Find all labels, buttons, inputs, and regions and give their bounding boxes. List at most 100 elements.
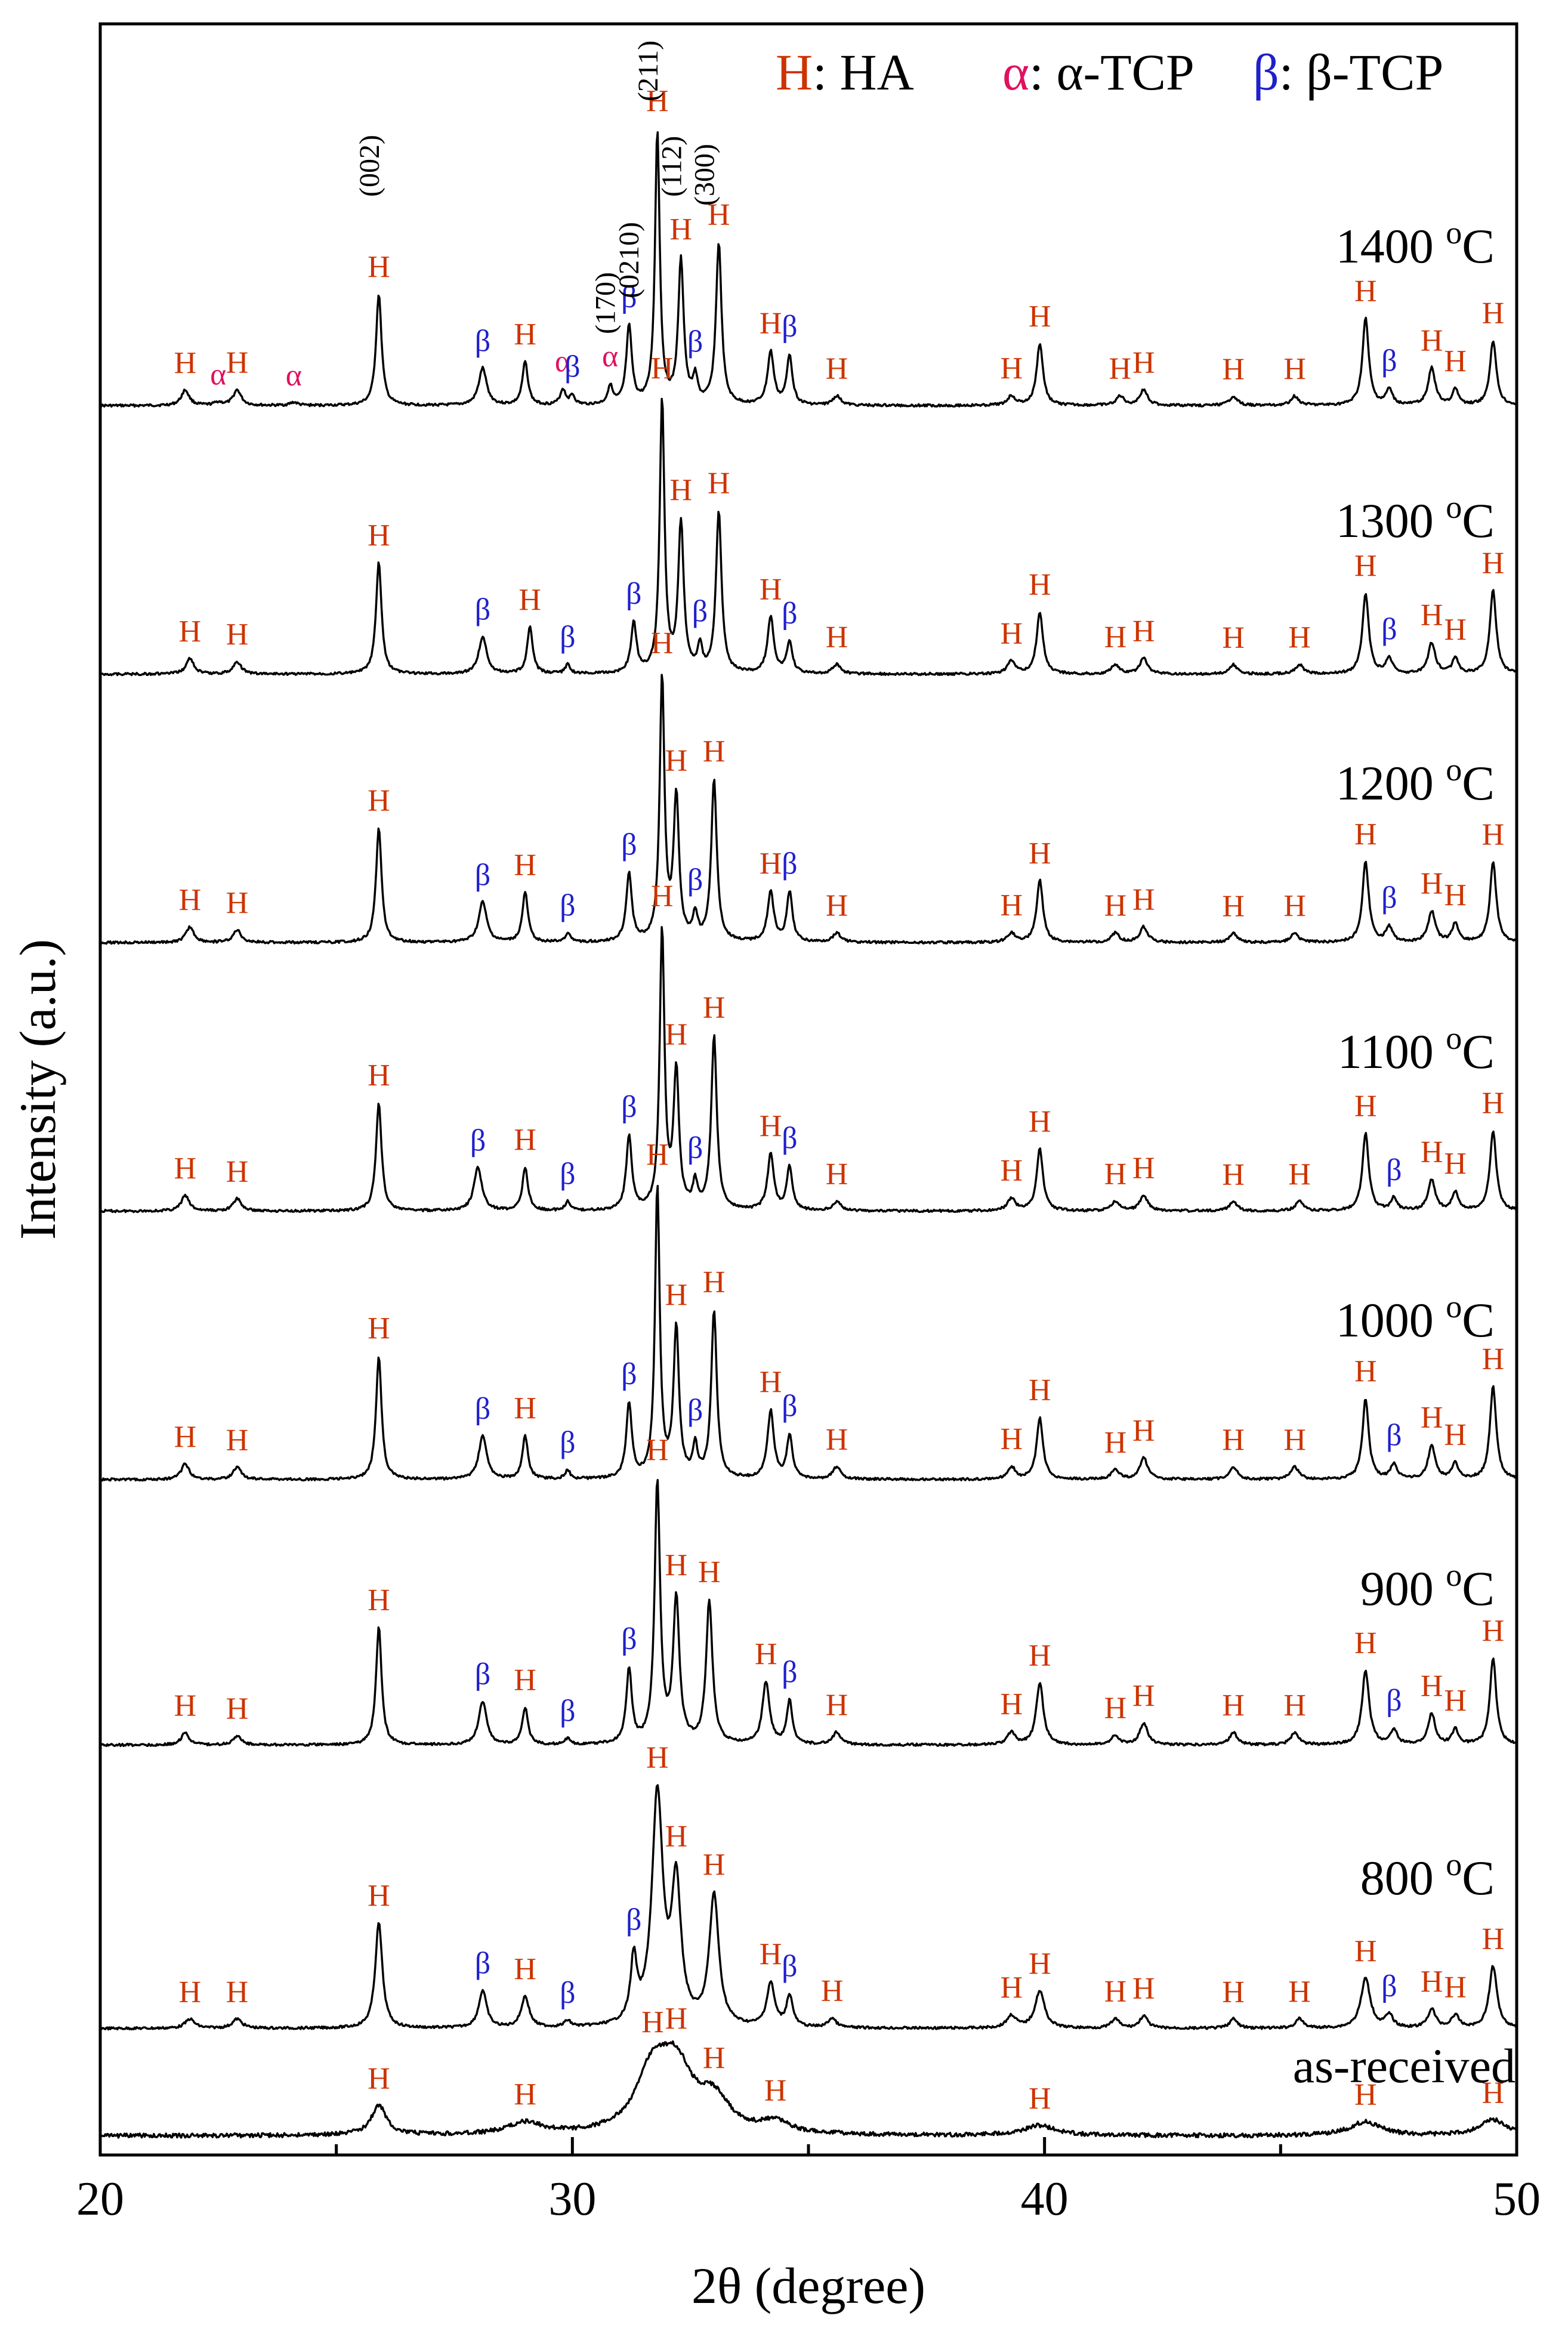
peak-marker: H bbox=[1283, 1688, 1306, 1722]
peak-marker: α bbox=[286, 359, 302, 393]
peak-marker: H bbox=[703, 2042, 726, 2076]
peak-marker: H bbox=[1132, 615, 1155, 649]
peak-marker: β bbox=[692, 595, 708, 629]
peak-marker: β bbox=[687, 325, 703, 359]
peak-marker: H bbox=[1444, 613, 1467, 647]
peak-marker: H bbox=[368, 1312, 390, 1346]
peak-marker: H bbox=[514, 1123, 536, 1157]
peak-marker: H bbox=[1482, 818, 1505, 852]
peak-marker: H bbox=[1222, 1975, 1245, 2009]
peak-marker: β bbox=[475, 593, 490, 627]
peak-marker: β bbox=[621, 828, 637, 862]
peak-marker: H bbox=[1444, 1684, 1467, 1718]
peak-marker: H bbox=[760, 573, 782, 607]
peak-marker: H bbox=[760, 1109, 782, 1143]
peak-marker: H bbox=[826, 1157, 848, 1191]
peak-marker: H bbox=[1132, 1151, 1155, 1185]
peak-marker: β bbox=[621, 1357, 637, 1391]
peak-marker: β bbox=[782, 310, 797, 344]
series-line-5 bbox=[99, 1478, 1518, 1748]
plot-border bbox=[98, 22, 1518, 2157]
peak-marker: β bbox=[621, 280, 637, 314]
series-line-2 bbox=[99, 674, 1517, 945]
peak-marker: H bbox=[760, 1938, 782, 1972]
peak-marker: H bbox=[174, 1689, 197, 1723]
peak-marker: H bbox=[1029, 2082, 1051, 2116]
xrd-traces bbox=[99, 131, 1518, 2139]
peak-marker: H bbox=[1029, 1947, 1051, 1981]
peak-marker: H bbox=[1132, 883, 1155, 917]
hkl-label: (0210) bbox=[613, 222, 645, 298]
peak-marker: β bbox=[475, 1947, 490, 1981]
peak-marker: H bbox=[1482, 297, 1505, 331]
series-label: 1100 oC bbox=[1338, 1020, 1495, 1079]
peak-marker: H bbox=[703, 735, 726, 769]
peak-marker: H bbox=[514, 1392, 536, 1426]
y-axis-title: Intensity (a.u.) bbox=[9, 939, 66, 1240]
peak-marker: H bbox=[708, 467, 730, 501]
peak-marker: H bbox=[1222, 1158, 1245, 1192]
peak-marker: H bbox=[518, 583, 541, 618]
peak-marker: H bbox=[764, 2074, 787, 2108]
peak-marker: β bbox=[1381, 613, 1397, 647]
peak-marker: H bbox=[1029, 568, 1051, 602]
peak-marker: H bbox=[1444, 1971, 1467, 2005]
peak-marker: H bbox=[1132, 1414, 1155, 1448]
peak-marker: β bbox=[782, 1121, 797, 1155]
peak-marker: H bbox=[1001, 1422, 1023, 1456]
peak-marker: H bbox=[821, 1974, 844, 2008]
peak-marker: β bbox=[560, 888, 575, 922]
peak-marker: H bbox=[665, 744, 688, 778]
peak-marker: H bbox=[698, 1555, 721, 1589]
peak-marker: H bbox=[665, 1820, 688, 1854]
peak-marker: β bbox=[621, 1090, 637, 1124]
peak-marker: β bbox=[782, 1950, 797, 1984]
legend: H: HA α: α-TCP β: β-TCP bbox=[776, 44, 1443, 101]
peak-marker: β bbox=[782, 597, 797, 631]
peak-marker: H bbox=[174, 1421, 197, 1455]
peak-marker: H bbox=[1421, 867, 1443, 901]
peak-marker: H bbox=[1482, 1922, 1505, 1956]
x-tick-label: 40 bbox=[1021, 2173, 1069, 2225]
peak-marker: H bbox=[1132, 1972, 1155, 2006]
peak-marker: H bbox=[1482, 1342, 1505, 1376]
peak-marker: H bbox=[760, 1366, 782, 1400]
peak-marker: H bbox=[1421, 1965, 1443, 1999]
peak-marker: β bbox=[470, 1123, 486, 1157]
peak-marker: H bbox=[179, 884, 202, 918]
peak-marker: H bbox=[226, 1424, 249, 1458]
peak-marker: H bbox=[1001, 1971, 1023, 2005]
peak-marker: β bbox=[1381, 344, 1397, 378]
series-label: 1400 oC bbox=[1336, 215, 1495, 273]
peak-marker: H bbox=[646, 1741, 669, 1775]
hkl-label: (211) bbox=[632, 41, 664, 101]
peak-marker: H bbox=[1288, 621, 1311, 655]
hkl-annotations: (002) (170)(0210) (211) (112) (300) bbox=[354, 41, 721, 334]
peak-marker: H bbox=[368, 1879, 390, 1913]
peak-marker: β bbox=[626, 1903, 641, 1937]
peak-marker: H bbox=[651, 626, 674, 660]
peak-marker: H bbox=[646, 85, 669, 119]
peak-marker: β bbox=[475, 858, 490, 892]
peak-marker: H bbox=[1421, 1401, 1443, 1435]
series-line-0 bbox=[100, 131, 1518, 408]
peak-marker: H bbox=[1421, 324, 1443, 358]
peak-marker: H bbox=[670, 213, 693, 247]
peak-marker: H bbox=[1104, 620, 1127, 654]
peak-marker: H bbox=[1001, 351, 1023, 385]
peak-marker: H bbox=[1132, 1679, 1155, 1713]
x-tick-label: 50 bbox=[1493, 2173, 1541, 2225]
peak-marker: H bbox=[226, 618, 249, 652]
peak-marker: H bbox=[1354, 1089, 1377, 1123]
series-label: 1000 oC bbox=[1336, 1289, 1495, 1347]
peak-marker: H bbox=[1354, 818, 1377, 852]
peak-marker: H bbox=[1444, 878, 1467, 912]
peak-marker: H bbox=[1482, 2076, 1505, 2110]
peak-marker: H bbox=[226, 346, 249, 380]
peak-marker: H bbox=[760, 847, 782, 881]
peak-marker: H bbox=[641, 2006, 664, 2040]
peak-marker: H bbox=[646, 1138, 669, 1172]
peak-marker: H bbox=[174, 1152, 197, 1186]
peak-marker: H bbox=[368, 784, 390, 818]
